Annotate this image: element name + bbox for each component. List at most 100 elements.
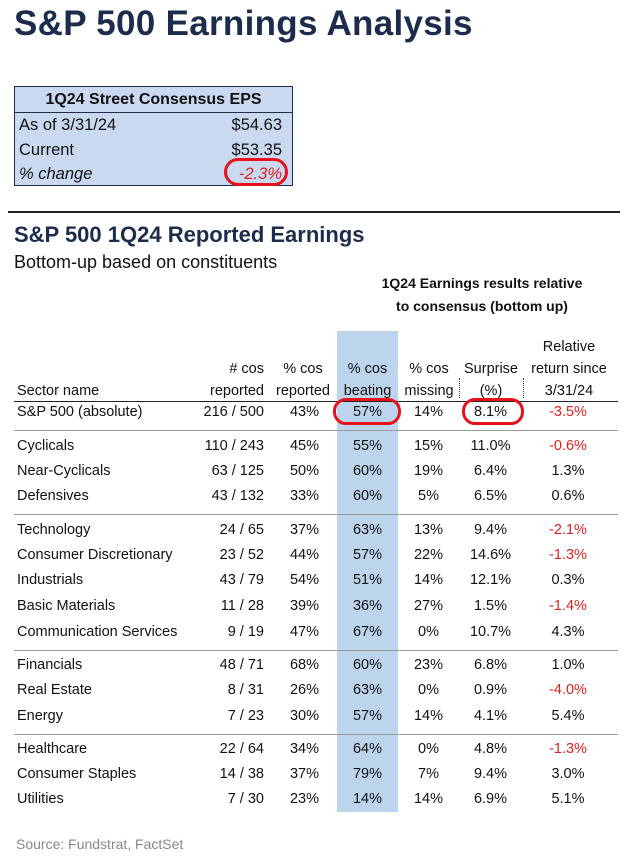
surprise-cell: 1.5% <box>473 598 508 614</box>
results-header: 1Q24 Earnings results relative to consen… <box>362 272 602 318</box>
col-header-line: reported <box>209 383 264 399</box>
eps-label: As of 3/31/24 <box>19 116 117 134</box>
sector-name-cell: Consumer Discretionary <box>17 547 173 563</box>
missing-cell: 0% <box>418 682 439 698</box>
col-header-pct-reported: % cos reported <box>270 358 336 402</box>
missing-cell: 23% <box>413 657 444 673</box>
relative-return-cell: -3.5% <box>549 404 587 420</box>
eps-label: Current <box>19 140 75 159</box>
pct-reported-cell: 39% <box>289 598 320 614</box>
surprise-cell: 12.1% <box>469 572 512 588</box>
beating-cell: 64% <box>352 741 383 757</box>
pct-reported-cell: 37% <box>289 766 320 782</box>
pct-reported-cell: 34% <box>289 741 320 757</box>
missing-cell: 7% <box>418 766 439 782</box>
table-row: Cyclicals 110 / 243 45% 55% 15% 11.0% -0.6% <box>0 434 636 459</box>
table-row: S&P 500 (absolute) 216 / 500 43% 57% 14% 8.1%… <box>0 400 636 425</box>
col-header-line: beating <box>343 383 392 399</box>
relative-return-cell: -0.6% <box>549 438 587 454</box>
pct-reported-cell: 44% <box>289 547 320 563</box>
relative-return-cell: 5.1% <box>551 791 585 807</box>
surprise-cell: 4.1% <box>473 708 508 724</box>
pct-reported-cell: 43% <box>289 404 320 420</box>
surprise-cell: 4.8% <box>473 741 508 757</box>
beating-cell: 51% <box>352 572 383 588</box>
reported-cell: 11 / 28 <box>220 598 264 614</box>
col-header-line: Relative <box>542 339 596 355</box>
surprise-cell: 6.9% <box>473 791 508 807</box>
table-row: Technology 24 / 65 37% 63% 13% 9.4% -2.1% <box>0 518 636 543</box>
table-row: Energy 7 / 23 30% 57% 14% 4.1% 5.4% <box>0 704 636 729</box>
reported-cell: 22 / 64 <box>219 741 264 757</box>
table-row: Consumer Staples 14 / 38 37% 79% 7% 9.4% 3.0% <box>0 762 636 787</box>
sector-name-cell: Defensives <box>17 488 89 504</box>
relative-return-cell: 0.6% <box>551 488 585 504</box>
relative-return-cell: 4.3% <box>551 624 585 640</box>
sector-name-cell: Basic Materials <box>17 598 116 614</box>
reported-cell: 8 / 31 <box>227 682 264 698</box>
section-divider <box>8 211 620 213</box>
group-rule <box>14 734 618 735</box>
table-row: Near-Cyclicals 63 / 125 50% 60% 19% 6.4% 1.3% <box>0 459 636 484</box>
relative-return-cell: 1.3% <box>551 463 585 479</box>
col-header-line: missing <box>404 383 454 399</box>
missing-cell: 15% <box>413 438 444 454</box>
missing-cell: 0% <box>418 741 439 757</box>
missing-cell: 22% <box>413 547 444 563</box>
sector-name-cell: Cyclicals <box>17 438 75 454</box>
eps-row-change: % change -2.3% <box>15 162 292 187</box>
beating-cell: 63% <box>352 522 383 538</box>
pct-reported-cell: 33% <box>289 488 320 504</box>
beating-cell: 79% <box>352 766 383 782</box>
table-row: Industrials 43 / 79 54% 51% 14% 12.1% 0.3% <box>0 568 636 593</box>
reported-cell: 14 / 38 <box>219 766 264 782</box>
col-header-line: # cos <box>229 361 264 377</box>
surprise-cell: 0.9% <box>473 682 508 698</box>
relative-return-cell: 5.4% <box>551 708 585 724</box>
relative-return-cell: -1.3% <box>549 741 587 757</box>
results-header-line: 1Q24 Earnings results relative <box>381 275 583 291</box>
relative-return-cell: -1.3% <box>549 547 587 563</box>
surprise-cell: 6.8% <box>473 657 508 673</box>
beating-column-highlight <box>337 331 398 812</box>
col-header-sector: Sector name <box>17 383 100 399</box>
missing-cell: 13% <box>413 522 444 538</box>
missing-cell: 27% <box>413 598 444 614</box>
pct-reported-cell: 37% <box>289 522 320 538</box>
surprise-cell: 14.6% <box>469 547 512 563</box>
eps-value: $53.35 <box>231 140 282 159</box>
eps-value: -2.3% <box>238 165 282 183</box>
sector-name-cell: Near-Cyclicals <box>17 463 111 479</box>
eps-label: % change <box>19 165 93 183</box>
reported-cell: 7 / 23 <box>227 708 264 724</box>
surprise-cell: 6.4% <box>473 463 508 479</box>
group-rule <box>14 514 618 515</box>
col-header-missing: % cos missing <box>400 358 458 402</box>
reported-cell: 216 / 500 <box>203 404 264 420</box>
sector-name-cell: Utilities <box>17 791 64 807</box>
pct-reported-cell: 23% <box>289 791 320 807</box>
reported-cell: 110 / 243 <box>204 438 264 454</box>
sector-name-cell: Energy <box>17 708 63 724</box>
missing-cell: 0% <box>418 624 439 640</box>
pct-reported-cell: 45% <box>289 438 320 454</box>
col-header-line: Surprise <box>464 361 518 377</box>
table-row: Consumer Discretionary 23 / 52 44% 57% 22% 14… <box>0 543 636 568</box>
surprise-cell: 11.0% <box>470 438 511 454</box>
surprise-cell: 10.7% <box>469 624 512 640</box>
beating-cell: 67% <box>352 624 383 640</box>
beating-cell: 57% <box>352 547 383 563</box>
table-row: Defensives 43 / 132 33% 60% 5% 6.5% 0.6% <box>0 484 636 509</box>
missing-cell: 14% <box>413 404 444 420</box>
sector-name-cell: S&P 500 (absolute) <box>17 404 143 420</box>
sector-name-cell: Communication Services <box>17 624 178 640</box>
header-separator <box>523 378 524 398</box>
header-separator <box>459 378 460 398</box>
missing-cell: 14% <box>413 791 444 807</box>
group-rule <box>14 430 618 431</box>
beating-cell: 57% <box>352 708 383 724</box>
relative-return-cell: -1.4% <box>549 598 587 614</box>
pct-reported-cell: 68% <box>289 657 320 673</box>
reported-cell: 9 / 19 <box>227 624 264 640</box>
table-row: Utilities 7 / 30 23% 14% 14% 6.9% 5.1% <box>0 787 636 812</box>
